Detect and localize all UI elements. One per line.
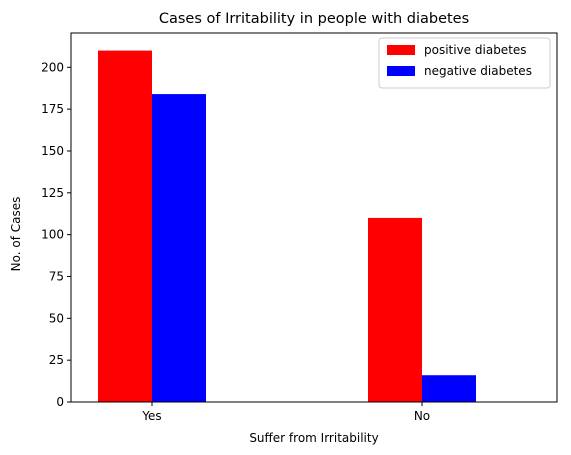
y-tick-label: 25 bbox=[49, 353, 64, 367]
y-tick-label: 150 bbox=[41, 144, 64, 158]
y-axis-label: No. of Cases bbox=[9, 197, 23, 272]
x-tick-label: Yes bbox=[141, 409, 161, 423]
legend-swatch bbox=[387, 45, 415, 55]
y-tick-label: 100 bbox=[41, 228, 64, 242]
x-axis-label: Suffer from Irritability bbox=[249, 431, 378, 445]
bars-group bbox=[98, 50, 476, 402]
legend-box bbox=[378, 37, 551, 89]
y-tick-label: 200 bbox=[41, 60, 64, 74]
y-tick-label: 125 bbox=[41, 186, 64, 200]
bar-yes-series-1 bbox=[152, 94, 206, 402]
y-tick-label: 75 bbox=[49, 269, 64, 283]
bar-no-series-1 bbox=[422, 375, 476, 402]
y-tick-label: 175 bbox=[41, 102, 64, 116]
axes-group: 0 25 50 75 100 125 150 175 200 Yes No bbox=[41, 32, 558, 423]
legend-label: negative diabetes bbox=[424, 64, 532, 78]
plot-frame bbox=[70, 32, 558, 403]
bar-no-series-0 bbox=[368, 217, 422, 402]
legend-swatch bbox=[387, 66, 415, 76]
x-tick-label: No bbox=[414, 409, 430, 423]
chart-title: Cases of Irritability in people with dia… bbox=[159, 11, 469, 27]
legend: positive diabetes negative diabetes bbox=[378, 37, 551, 89]
y-tick-label: 50 bbox=[49, 311, 64, 325]
bar-yes-series-0 bbox=[98, 50, 152, 402]
y-tick-label: 0 bbox=[56, 395, 64, 409]
legend-label: positive diabetes bbox=[424, 43, 527, 57]
